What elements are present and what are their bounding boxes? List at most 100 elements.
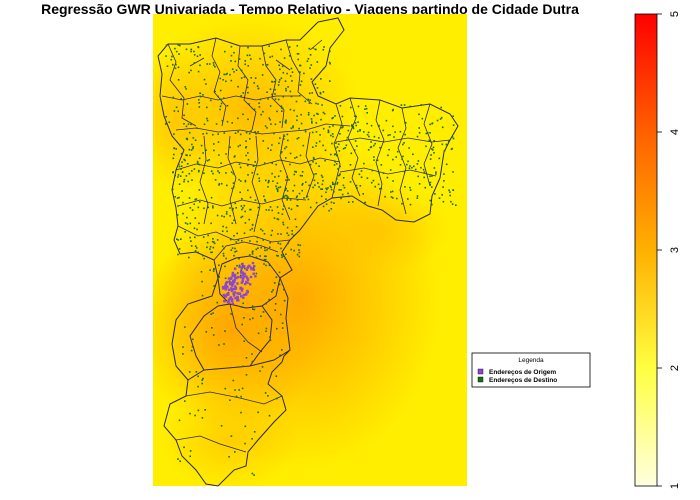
destination-point bbox=[366, 122, 368, 125]
destination-point bbox=[399, 130, 402, 133]
destination-point bbox=[393, 136, 395, 138]
destination-point bbox=[315, 145, 317, 147]
destination-point bbox=[420, 166, 422, 169]
destination-point bbox=[206, 159, 209, 162]
destination-point bbox=[192, 146, 194, 148]
destination-point bbox=[295, 156, 298, 158]
destination-point bbox=[242, 92, 245, 94]
destination-point bbox=[431, 186, 433, 188]
destination-point bbox=[247, 86, 249, 89]
destination-point bbox=[279, 170, 282, 172]
destination-point bbox=[363, 162, 365, 165]
destination-point bbox=[320, 174, 323, 177]
destination-point bbox=[308, 102, 311, 104]
destination-point bbox=[271, 55, 274, 58]
destination-point bbox=[239, 144, 241, 147]
destination-point bbox=[373, 156, 375, 158]
destination-point bbox=[286, 133, 289, 136]
destination-point bbox=[277, 218, 280, 221]
destination-point bbox=[284, 121, 287, 123]
destination-point bbox=[296, 119, 298, 122]
destination-point bbox=[276, 327, 278, 330]
destination-point bbox=[277, 84, 280, 86]
destination-point bbox=[443, 180, 445, 182]
destination-point bbox=[237, 131, 239, 133]
destination-point bbox=[189, 455, 191, 458]
legend-label-destination: Endereços de Destino bbox=[489, 377, 557, 384]
destination-point bbox=[265, 209, 268, 211]
origin-point bbox=[240, 295, 243, 298]
destination-point bbox=[287, 196, 289, 198]
destination-point bbox=[177, 110, 179, 113]
destination-point bbox=[370, 124, 373, 127]
legend-title: Legenda bbox=[518, 357, 544, 364]
destination-point bbox=[185, 88, 187, 90]
destination-point bbox=[451, 203, 454, 205]
destination-point bbox=[388, 148, 390, 151]
destination-point bbox=[409, 186, 411, 189]
destination-point bbox=[222, 79, 224, 81]
destination-point bbox=[392, 108, 394, 111]
destination-point bbox=[279, 137, 281, 139]
destination-point bbox=[447, 140, 450, 143]
destination-point bbox=[319, 92, 322, 95]
destination-point bbox=[273, 132, 275, 135]
origin-point bbox=[239, 276, 243, 279]
destination-point bbox=[183, 158, 185, 161]
destination-point bbox=[293, 109, 295, 112]
destination-point bbox=[173, 110, 176, 112]
destination-point bbox=[178, 248, 181, 250]
destination-point bbox=[276, 110, 278, 113]
destination-point bbox=[179, 460, 181, 462]
destination-point bbox=[276, 218, 279, 220]
origin-point bbox=[221, 285, 225, 289]
origin-point bbox=[233, 267, 237, 270]
destination-point bbox=[315, 201, 318, 204]
destination-point bbox=[429, 158, 432, 160]
destination-point bbox=[309, 163, 312, 166]
destination-point bbox=[264, 125, 267, 127]
destination-point bbox=[225, 213, 228, 215]
destination-point bbox=[244, 179, 247, 182]
destination-point bbox=[392, 180, 394, 182]
destination-point bbox=[247, 189, 249, 192]
destination-point bbox=[418, 132, 421, 134]
destination-point bbox=[234, 247, 236, 250]
destination-point bbox=[440, 116, 443, 119]
destination-point bbox=[286, 232, 288, 234]
destination-point bbox=[271, 144, 273, 146]
destination-point bbox=[317, 103, 319, 105]
origin-point bbox=[234, 287, 237, 290]
destination-point bbox=[396, 150, 399, 153]
destination-point bbox=[183, 123, 185, 125]
destination-point bbox=[292, 234, 295, 237]
destination-point bbox=[279, 121, 281, 123]
destination-point bbox=[314, 48, 316, 51]
destination-point bbox=[244, 222, 247, 224]
destination-point bbox=[258, 177, 260, 180]
destination-point bbox=[322, 67, 325, 70]
destination-point bbox=[279, 243, 282, 245]
destination-point bbox=[249, 208, 251, 211]
destination-point bbox=[284, 194, 287, 197]
destination-point bbox=[189, 412, 191, 415]
destination-point bbox=[324, 159, 326, 162]
destination-point bbox=[396, 197, 398, 200]
destination-point bbox=[277, 98, 280, 101]
destination-point bbox=[315, 162, 317, 165]
origin-point bbox=[236, 297, 239, 301]
origin-point bbox=[233, 275, 237, 279]
destination-point bbox=[236, 264, 238, 267]
destination-point bbox=[390, 191, 392, 193]
destination-point bbox=[359, 129, 361, 131]
destination-point bbox=[213, 64, 215, 66]
destination-point bbox=[274, 176, 276, 178]
destination-point bbox=[389, 134, 391, 136]
destination-point bbox=[241, 323, 243, 326]
destination-point bbox=[192, 338, 194, 341]
destination-point bbox=[351, 124, 353, 126]
destination-point bbox=[364, 105, 367, 107]
destination-point bbox=[370, 146, 373, 148]
destination-point bbox=[330, 153, 332, 156]
destination-point bbox=[297, 244, 299, 246]
